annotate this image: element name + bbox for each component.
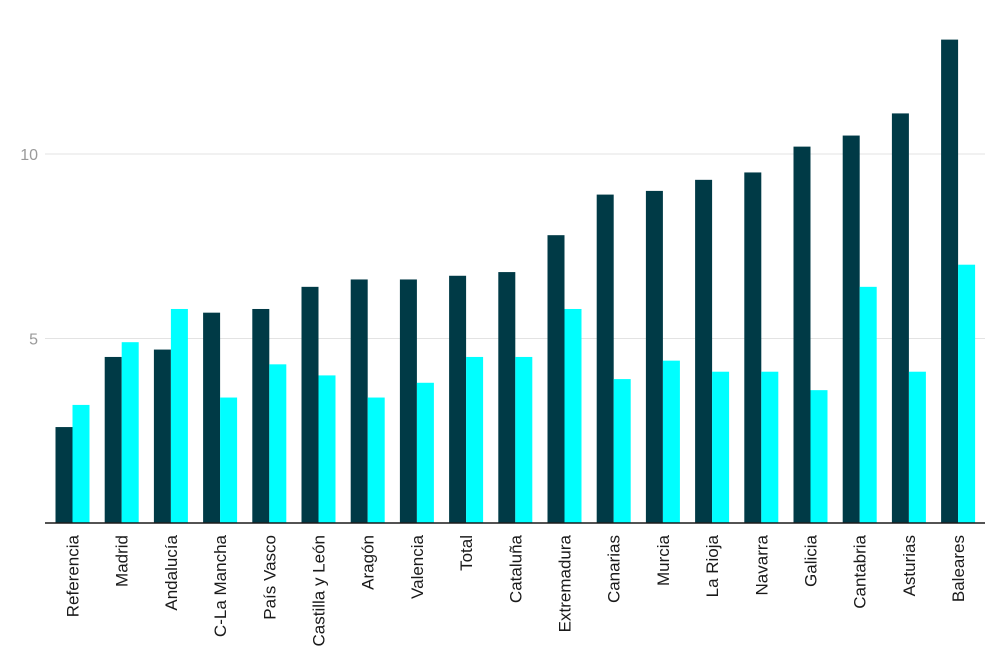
x-tick-label: Valencia [408,534,427,598]
x-tick-label: Galicia [802,534,821,587]
x-tick-label: Navarra [752,534,771,595]
bar-series-1-2 [153,349,171,523]
x-tick-label: Extremadura [556,534,575,632]
bar-series-2-5 [318,375,336,523]
bar-series-2-17 [908,371,926,523]
x-tick-label: País Vasco [260,535,279,620]
bar-series-1-18 [941,39,959,524]
bar-series-2-18 [958,264,976,523]
y-axis-ticks: 5 10 [20,147,38,349]
bar-series-1-6 [350,279,368,523]
y-tick-label: 10 [20,147,38,164]
bar-series-2-8 [466,356,484,523]
bar-series-2-3 [220,397,238,523]
x-tick-label: C-La Mancha [211,534,230,637]
bar-series-1-1 [104,356,122,523]
bar-series-1-3 [203,312,221,523]
x-tick-label: Canarias [605,535,624,603]
bar-series-1-10 [547,235,565,523]
x-tick-label: Madrid [113,535,132,587]
bar-series-2-10 [564,308,582,523]
x-tick-label: Baleares [949,535,968,602]
bar-series-1-9 [498,272,516,523]
bar-series-1-4 [252,308,270,523]
bars [55,39,976,524]
x-tick-label: Cantabria [851,534,870,608]
bar-series-1-15 [793,146,811,523]
x-tick-label: Asturias [900,535,919,596]
bar-series-1-5 [301,286,319,523]
x-tick-label: Total [457,535,476,571]
bar-series-1-17 [891,113,909,523]
x-tick-label: La Rioja [703,534,722,597]
bar-series-1-14 [744,172,762,523]
bar-series-2-11 [613,379,631,523]
bar-series-2-16 [859,286,877,523]
bar-series-2-0 [72,404,90,523]
bar-series-1-7 [399,279,417,523]
bar-series-2-12 [662,360,680,523]
bar-series-1-16 [842,135,860,524]
bar-series-1-8 [449,275,467,523]
bar-series-2-4 [269,364,287,523]
x-tick-label: Murcia [654,534,673,586]
bar-series-2-9 [515,356,533,523]
x-tick-label: Andalucía [162,534,181,610]
bar-series-1-0 [55,427,73,523]
bar-series-2-2 [170,308,188,523]
bar-series-2-15 [810,390,828,523]
bar-series-1-11 [596,194,614,523]
bar-series-1-13 [695,179,713,523]
bar-series-1-12 [645,190,663,523]
x-tick-label: Castilla y León [310,535,329,647]
x-tick-label: Cataluña [506,534,525,603]
x-tick-label: Aragón [359,535,378,590]
x-axis-ticks: Referencia Madrid Andalucía C-La Mancha País… [64,534,969,646]
y-tick-label: 5 [29,332,38,349]
bar-series-2-6 [367,397,385,523]
bar-series-2-14 [761,371,779,523]
x-tick-label: Referencia [64,534,83,617]
bar-series-2-13 [712,371,730,523]
bar-series-2-1 [121,342,139,523]
bar-series-2-7 [416,382,434,523]
